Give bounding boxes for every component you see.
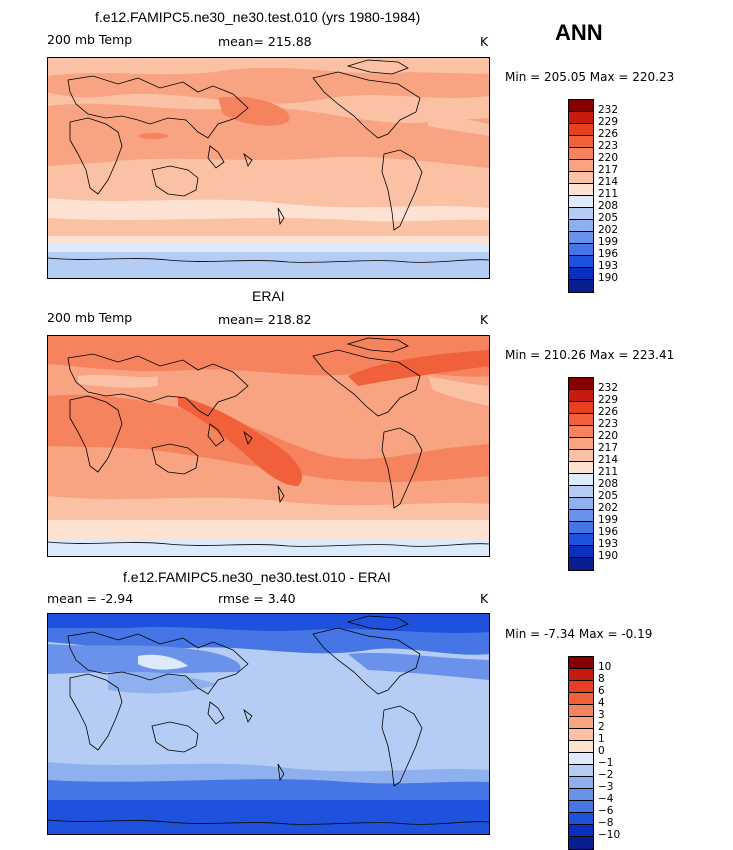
colorbar-tick-label: −1 [598, 757, 614, 769]
panel1-mean: mean= 215.88 [218, 34, 312, 49]
coastlines [48, 615, 489, 825]
panel3-title: f.e12.FAMIPC5.ne30_ne30.test.010 - ERAI [123, 569, 391, 585]
colorbar-tick-label: 8 [598, 673, 605, 685]
panel1-title: f.e12.FAMIPC5.ne30_ne30.test.010 (yrs 19… [95, 9, 421, 25]
colorbar-tick-label: −8 [598, 817, 614, 829]
colorbar-tick-label: 217 [598, 164, 619, 176]
colorbar-tick-label: 232 [598, 382, 619, 394]
colorbar-tick-label: 214 [598, 176, 619, 188]
colorbar-tick-label: 10 [598, 661, 612, 673]
colorbar-tick-label: 226 [598, 128, 619, 140]
colorbar-tick-label: 199 [598, 514, 619, 526]
colorbar-tick-label: 196 [598, 526, 619, 538]
colorbar-tick-label: 214 [598, 454, 619, 466]
panel1-colorbar: 232 229 226 223 220 217 214 211 208 205 … [568, 99, 618, 293]
coastlines [48, 337, 489, 547]
colorbar-tick-label: 199 [598, 236, 619, 248]
panel1-units: K [480, 34, 489, 49]
colorbar-tick-label: 211 [598, 466, 619, 478]
colorbar-tick-label: 217 [598, 442, 619, 454]
colorbar-tick-label: 202 [598, 502, 619, 514]
colorbar-tick-label: −2 [598, 769, 614, 781]
colorbar-tick-label: −10 [598, 829, 621, 841]
panel2-mean: mean= 218.82 [218, 312, 312, 327]
colorbar-tick-label: 208 [598, 200, 619, 212]
panel3-colorbar-swatches [568, 656, 594, 850]
colorbar-tick-label: 0 [598, 745, 605, 757]
panel3-map [47, 613, 490, 835]
colorbar-tick-label: 196 [598, 248, 619, 260]
panel2-title: ERAI [252, 288, 285, 304]
panel1-map [47, 57, 490, 279]
colorbar-tick-label: 223 [598, 140, 619, 152]
colorbar-tick-label: 220 [598, 430, 619, 442]
colorbar-tick-label: 4 [598, 697, 605, 709]
colorbar-tick-label: 6 [598, 685, 605, 697]
colorbar-tick-label: 190 [598, 272, 619, 284]
panel2-units: K [480, 312, 489, 327]
colorbar-tick-label: 205 [598, 490, 619, 502]
colorbar-tick-label: 2 [598, 721, 605, 733]
colorbar-tick-label: 193 [598, 538, 619, 550]
colorbar-tick-label: 208 [598, 478, 619, 490]
panel1-minmax: Min = 205.05 Max = 220.23 [505, 70, 675, 84]
colorbar-tick-label: 193 [598, 260, 619, 272]
panel3-mean: mean = -2.94 [47, 591, 134, 606]
panel3-units: K [480, 591, 489, 606]
colorbar-tick-label: 211 [598, 188, 619, 200]
colorbar-tick-label: 229 [598, 116, 619, 128]
season-label: ANN [555, 20, 603, 45]
coastlines [48, 59, 489, 263]
panel2-colorbar: 232 229 226 223 220 217 214 211 208 205 … [568, 377, 618, 571]
colorbar-tick-label: 205 [598, 212, 619, 224]
panel3-rmse: rmse = 3.40 [218, 591, 296, 606]
colorbar-tick-label: −3 [598, 781, 614, 793]
panel2-colorbar-swatches [568, 377, 594, 571]
colorbar-tick-label: 232 [598, 104, 619, 116]
panel3-minmax: Min = -7.34 Max = -0.19 [505, 627, 653, 641]
colorbar-tick-label: 1 [598, 733, 605, 745]
panel1-variable: 200 mb Temp [47, 32, 133, 47]
panel2-map [47, 335, 490, 557]
colorbar-tick-label: 226 [598, 406, 619, 418]
colorbar-tick-label: 3 [598, 709, 605, 721]
panel1-colorbar-swatches [568, 99, 594, 293]
colorbar-tick-label: 223 [598, 418, 619, 430]
colorbar-tick-label: 229 [598, 394, 619, 406]
colorbar-tick-label: 202 [598, 224, 619, 236]
colorbar-tick-label: −6 [598, 805, 614, 817]
panel3-colorbar: 10 8 6 4 3 2 1 0 −1 −2 −3 −4 −6 −8 −10 [568, 656, 620, 850]
colorbar-tick-label: 190 [598, 550, 619, 562]
colorbar-tick-label: −4 [598, 793, 614, 805]
panel2-minmax: Min = 210.26 Max = 223.41 [505, 348, 675, 362]
panel2-variable: 200 mb Temp [47, 310, 133, 325]
colorbar-tick-label: 220 [598, 152, 619, 164]
